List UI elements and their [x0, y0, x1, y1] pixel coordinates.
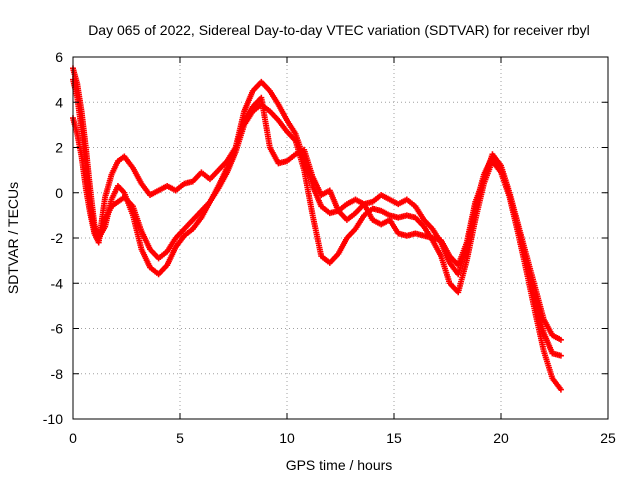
y-tick-label: 0 [55, 185, 63, 201]
x-tick-label: 15 [386, 430, 402, 446]
y-tick-label: -2 [51, 230, 64, 246]
series-trace-2 [70, 76, 564, 359]
data-point-marker [557, 352, 564, 359]
data-point-marker [557, 386, 564, 393]
y-tick-label: -4 [51, 275, 64, 291]
y-axis-label: SDTVAR / TECUs [5, 182, 21, 294]
tick-marks [72, 56, 609, 420]
y-tick-label: -10 [43, 411, 63, 427]
grid-lines [73, 57, 608, 419]
y-tick-label: 2 [55, 140, 63, 156]
data-point-marker [557, 336, 564, 343]
x-tick-label: 25 [600, 430, 616, 446]
x-axis-label: GPS time / hours [286, 457, 393, 473]
y-tick-label: 4 [55, 94, 63, 110]
x-tick-label: 0 [69, 430, 77, 446]
y-tick-label: -8 [51, 366, 64, 382]
series-layer [70, 65, 564, 393]
x-tick-label: 5 [176, 430, 184, 446]
y-tick-labels: -10 -8 -6 -4 -2 0 2 4 6 [43, 49, 63, 427]
y-tick-label: 6 [55, 49, 63, 65]
series-trace-3 [70, 94, 564, 343]
y-tick-label: -6 [51, 321, 64, 337]
chart-title: Day 065 of 2022, Sidereal Day-to-day VTE… [88, 22, 590, 38]
x-tick-label: 10 [279, 430, 295, 446]
x-tick-labels: 0 5 10 15 20 25 [69, 430, 616, 446]
series-trace-1 [70, 65, 564, 393]
x-tick-label: 20 [493, 430, 509, 446]
